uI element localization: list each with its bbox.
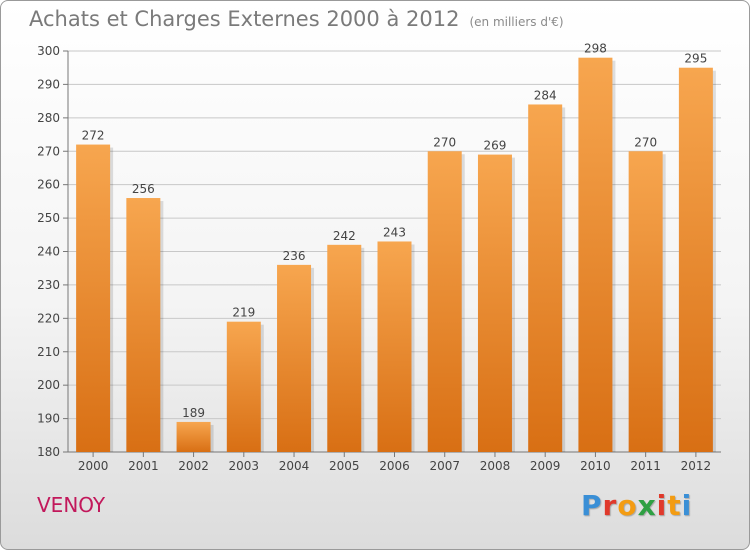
y-tick-label: 180 [37, 445, 60, 459]
data-label-2000: 272 [82, 129, 105, 143]
y-tick-label: 230 [37, 278, 60, 292]
data-label-2001: 256 [132, 182, 155, 196]
bar-2012 [678, 67, 713, 452]
bar-2001 [126, 198, 161, 452]
data-label-2012: 295 [684, 52, 707, 66]
x-tick-label-2007: 2007 [429, 459, 460, 473]
x-tick-label-2001: 2001 [128, 459, 159, 473]
bar-2002 [176, 421, 211, 452]
logo-letter: t [667, 489, 682, 522]
bar-2000 [76, 144, 111, 453]
y-tick-label: 250 [37, 211, 60, 225]
logo-letter: r [602, 489, 618, 522]
y-tick-label: 300 [37, 44, 60, 58]
logo-letter: P [581, 489, 603, 522]
labels: 180 190 200 210 220 230 240 250 260 270 280 290 300 2… [37, 42, 711, 473]
proxiti-logo: Proxiti [581, 489, 692, 522]
data-label-2003: 219 [232, 306, 255, 320]
data-label-2005: 242 [333, 229, 356, 243]
data-label-2008: 269 [484, 139, 507, 153]
data-label-2011: 270 [634, 135, 657, 149]
bars [76, 57, 716, 453]
logo-letter: i [681, 489, 693, 522]
x-tick-label-2012: 2012 [681, 459, 712, 473]
y-tick-label: 260 [37, 178, 60, 192]
unit-label: (en milliers d'€) [469, 15, 564, 29]
title-text: Achats et Charges Externes 2000 à 2012 [29, 7, 460, 31]
chart-title: Achats et Charges Externes 2000 à 2012 (e… [29, 7, 564, 31]
x-tick-label-2010: 2010 [580, 459, 611, 473]
data-label-2002: 189 [182, 406, 205, 420]
data-label-2010: 298 [584, 42, 607, 56]
bar-2003 [226, 321, 261, 452]
logo-letter: i [656, 489, 668, 522]
y-tick-label: 210 [37, 345, 60, 359]
y-tick-label: 270 [37, 144, 60, 158]
logo-letter: x [637, 489, 657, 522]
commune-name: VENOY [37, 493, 106, 517]
logo-letter: o [617, 489, 638, 522]
bar-2008 [477, 154, 512, 452]
bar-2011 [628, 151, 663, 452]
y-tick-label: 290 [37, 77, 60, 91]
x-tick-label-2004: 2004 [279, 459, 310, 473]
y-tick-label: 200 [37, 378, 60, 392]
bar-2006 [377, 241, 412, 452]
x-tick-label-2006: 2006 [379, 459, 410, 473]
data-label-2007: 270 [433, 135, 456, 149]
x-tick-label-2011: 2011 [630, 459, 661, 473]
bar-2005 [327, 244, 362, 452]
bar-2009 [528, 104, 563, 452]
data-label-2009: 284 [534, 88, 557, 102]
y-tick-label: 190 [37, 412, 60, 426]
y-tick-label: 240 [37, 245, 60, 259]
x-tick-label-2008: 2008 [480, 459, 511, 473]
y-tick-label: 220 [37, 311, 60, 325]
x-tick-label-2005: 2005 [329, 459, 360, 473]
bar-2004 [277, 264, 312, 452]
bar-2010 [578, 57, 613, 452]
bar-2007 [427, 151, 462, 452]
x-tick-label-2003: 2003 [229, 459, 260, 473]
data-label-2004: 236 [283, 249, 306, 263]
x-tick-label-2009: 2009 [530, 459, 561, 473]
y-tick-label: 280 [37, 111, 60, 125]
x-tick-label-2002: 2002 [178, 459, 209, 473]
x-tick-label-2000: 2000 [78, 459, 109, 473]
data-label-2006: 243 [383, 225, 406, 239]
